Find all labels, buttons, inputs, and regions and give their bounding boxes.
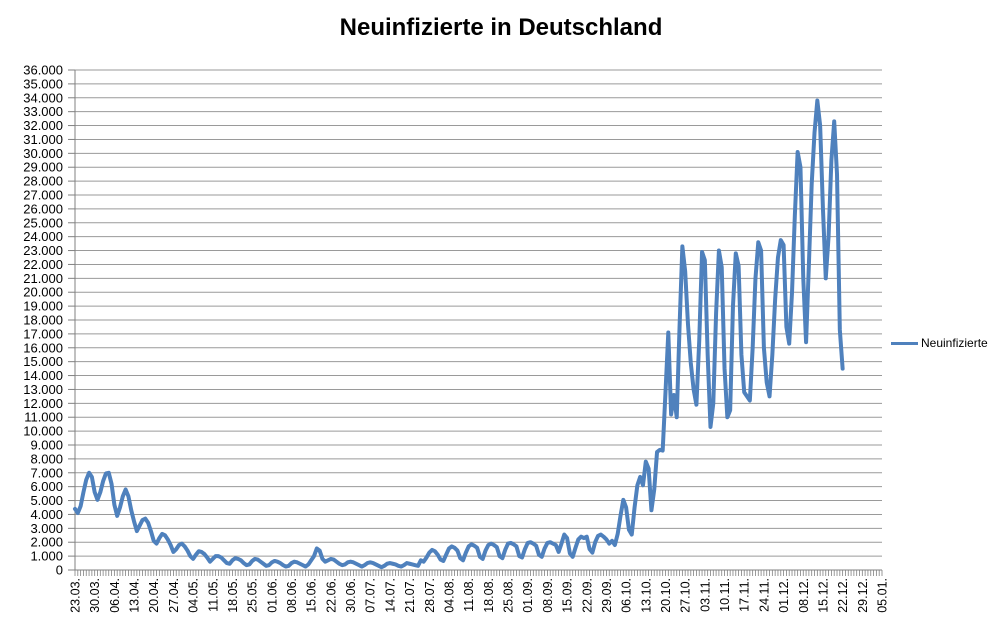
y-tick-label: 22.000: [23, 257, 63, 272]
x-tick-label: 11.05.: [206, 578, 220, 612]
x-tick-label: 27.10.: [679, 578, 693, 613]
x-tick-label: 22.06.: [324, 578, 338, 613]
y-tick-label: 36.000: [23, 63, 63, 78]
legend-line-sample: [891, 341, 918, 345]
y-tick-label: 23.000: [23, 243, 63, 258]
x-tick-label: 15.12.: [816, 578, 830, 613]
x-tick-label: 23.03.: [69, 578, 83, 613]
y-tick-label: 25.000: [23, 215, 63, 230]
y-tick-label: 18.000: [23, 313, 63, 328]
x-tick-label: 25.05.: [246, 578, 260, 613]
y-tick-label: 16.000: [23, 340, 63, 355]
x-tick-label: 14.07.: [383, 578, 397, 613]
y-tick-label: 19.000: [23, 299, 63, 314]
x-tick-label: 22.12.: [836, 578, 850, 613]
x-tick-label: 24.11.: [757, 578, 771, 612]
x-tick-label: 07.07.: [364, 578, 378, 613]
y-tick-label: 9.000: [30, 438, 63, 453]
y-tick-label: 12.000: [23, 396, 63, 411]
chart-title: Neuinfizierte in Deutschland: [339, 14, 663, 41]
x-tick-label: 04.05.: [187, 578, 201, 613]
y-tick-label: 28.000: [23, 174, 63, 189]
x-tick-label: 21.07.: [403, 578, 417, 613]
y-tick-label: 2.000: [30, 535, 63, 550]
y-tick-label: 31.000: [23, 132, 63, 147]
y-tick-label: 29.000: [23, 160, 63, 175]
x-tick-label: 20.04.: [147, 578, 161, 613]
legend: Neuinfizierte: [891, 336, 988, 350]
x-tick-label: 22.09.: [580, 578, 594, 613]
y-tick-label: 21.000: [23, 271, 63, 286]
y-tick-label: 1.000: [30, 549, 63, 564]
y-tick-label: 11.000: [24, 410, 63, 425]
x-tick-label: 29.09.: [600, 578, 614, 613]
y-tick-label: 5.000: [30, 493, 63, 508]
y-tick-label: 24.000: [23, 229, 63, 244]
x-tick-label: 13.10.: [639, 578, 653, 613]
x-tick-label: 15.06.: [305, 578, 319, 613]
y-tick-label: 8.000: [30, 451, 63, 466]
x-tick-label: 17.11.: [738, 578, 752, 612]
x-tick-label: 28.07.: [423, 578, 437, 613]
y-tick-label: 0: [56, 563, 63, 578]
y-tick-label: 26.000: [23, 201, 63, 216]
y-tick-label: 10.000: [23, 424, 63, 439]
y-tick-label: 4.000: [30, 507, 63, 522]
y-tick-label: 17.000: [23, 326, 63, 341]
x-tick-label: 06.04.: [108, 578, 122, 613]
x-tick-label: 13.04.: [128, 578, 142, 613]
x-tick-label: 01.06.: [265, 578, 279, 613]
series-line: [73, 98, 845, 570]
x-tick-label: 30.03.: [88, 578, 102, 613]
x-tick-label: 25.08.: [502, 578, 516, 613]
legend-series-label: Neuinfizierte: [921, 336, 988, 350]
x-tick-label: 15.09.: [561, 578, 575, 613]
x-tick-label: 06.10.: [620, 578, 634, 613]
y-tick-label: 3.000: [30, 521, 63, 536]
x-tick-label: 30.06.: [344, 578, 358, 613]
x-tick-label: 20.10.: [659, 578, 673, 613]
y-tick-label: 15.000: [23, 354, 63, 369]
x-tick-label: 11.08.: [462, 578, 476, 612]
y-tick-label: 33.000: [23, 104, 63, 119]
x-tick-label: 27.04.: [167, 578, 181, 613]
x-tick-label: 18.05.: [226, 578, 240, 613]
x-tick-label: 03.11.: [698, 578, 712, 612]
y-tick-label: 32.000: [23, 118, 63, 133]
x-tick-label: 18.08.: [482, 578, 496, 613]
y-tick-label: 7.000: [30, 465, 63, 480]
y-tick-label: 13.000: [23, 382, 63, 397]
y-tick-label: 6.000: [30, 479, 63, 494]
y-tick-label: 35.000: [23, 76, 63, 91]
x-tick-label: 10.11.: [718, 578, 732, 612]
y-tick-label: 30.000: [23, 146, 63, 161]
y-tick-label: 14.000: [23, 368, 63, 383]
y-tick-label: 34.000: [23, 90, 63, 105]
y-tick-label: 27.000: [23, 188, 63, 203]
x-tick-label: 08.06.: [285, 578, 299, 613]
y-tick-label: 20.000: [23, 285, 63, 300]
x-tick-label: 29.12.: [856, 578, 870, 613]
x-tick-label: 08.12.: [797, 578, 811, 613]
x-tick-label: 01.09.: [521, 578, 535, 613]
x-tick-label: 01.12.: [777, 578, 791, 613]
x-tick-label: 05.01.: [876, 578, 890, 613]
x-tick-label: 04.08.: [442, 578, 456, 613]
x-tick-label: 08.09.: [541, 578, 555, 613]
